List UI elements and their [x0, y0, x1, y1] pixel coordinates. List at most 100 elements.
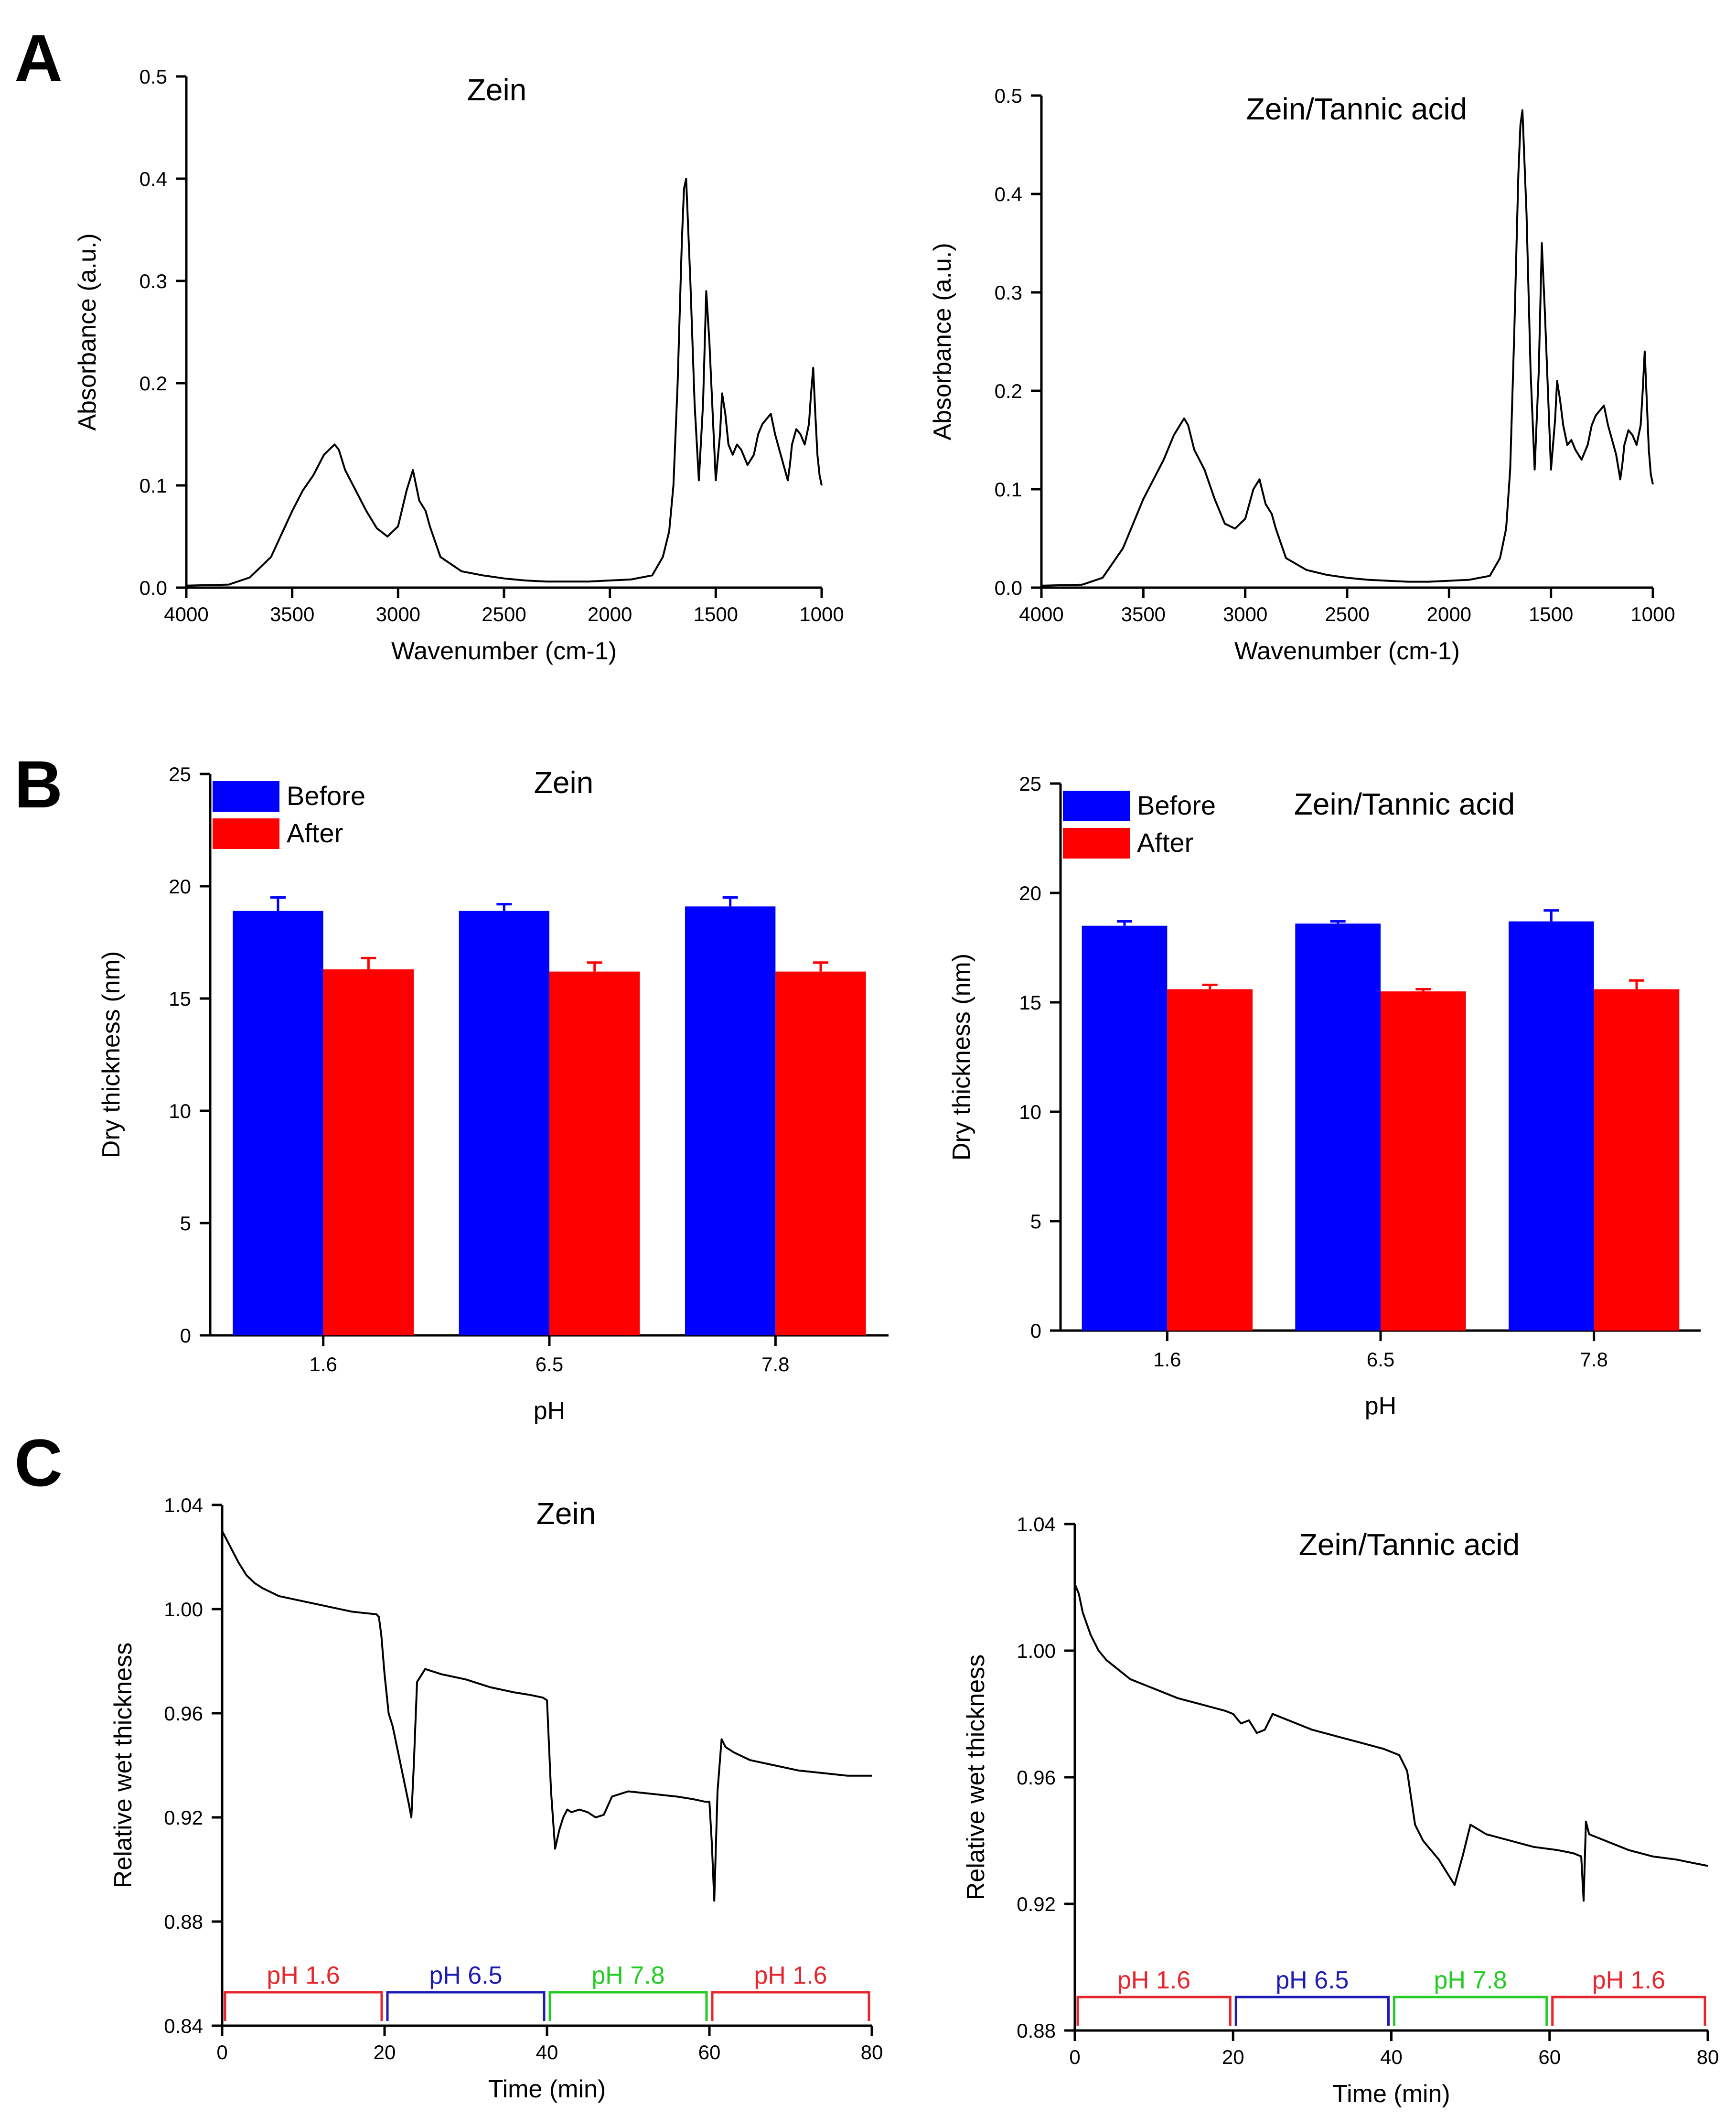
y-tick-label: 0 — [180, 1324, 191, 1347]
y-tick-label: 1.04 — [164, 1494, 203, 1516]
bar-after — [1167, 989, 1253, 1331]
x-tick-label: 3500 — [1121, 603, 1166, 625]
x-tick-label: 1500 — [1529, 603, 1573, 625]
legend-swatch-before — [213, 781, 279, 812]
x-tick-label: 2000 — [1427, 603, 1471, 625]
x-tick-label: 1.6 — [1153, 1348, 1181, 1371]
y-tick-label: 0.96 — [1017, 1766, 1056, 1789]
x-tick-label: 4000 — [1019, 603, 1063, 625]
bar-before — [1082, 925, 1168, 1331]
y-tick-label: 25 — [169, 763, 191, 785]
ph-interval-label: pH 7.8 — [1434, 1966, 1507, 1994]
chart-title: Zein/Tannic acid — [1246, 92, 1467, 126]
y-axis-label: Absorbance (a.u.) — [929, 243, 956, 440]
series-line — [1041, 109, 1654, 587]
y-tick-label: 20 — [1019, 882, 1041, 904]
y-tick-label: 0.4 — [995, 183, 1022, 205]
y-axis-label: Absorbance (a.u.) — [74, 233, 101, 430]
y-tick-label: 0.5 — [995, 85, 1022, 107]
chart-title: Zein — [534, 765, 594, 800]
x-axis-label: pH — [534, 1397, 565, 1425]
chart-title: Zein — [536, 1496, 596, 1531]
y-tick-label: 0.0 — [139, 577, 167, 599]
chart-c1-zein-wet-thickness: Zein 0.84 0.88 0.92 0.96 1.00 1.04 Relative wet… — [109, 1494, 883, 2103]
y-axis-label: Relative wet thickness — [109, 1643, 137, 1888]
x-axis-label: Wavenumber (cm-1) — [1234, 637, 1460, 665]
y-tick-label: 0.92 — [1017, 1893, 1056, 1915]
x-tick-label: 7.8 — [1580, 1348, 1607, 1371]
x-tick-label: 40 — [1380, 2046, 1403, 2068]
y-tick-label: 0.96 — [164, 1702, 203, 1725]
x-tick-label: 0 — [1069, 2046, 1080, 2068]
chart-a1-zein-ftir: Zein 0.0 0.1 0.2 0.3 0.4 0.5 Absorbance (a.u.) 4… — [74, 65, 844, 665]
y-axis-label: Dry thickness (nm) — [97, 951, 125, 1158]
y-tick-label: 5 — [1030, 1210, 1041, 1233]
panel-label-a: A — [14, 21, 63, 96]
x-tick-label: 0 — [216, 2041, 227, 2063]
y-tick-label: 0.88 — [164, 1911, 203, 1933]
x-tick-label: 3000 — [376, 603, 420, 625]
ph-interval-bracket — [386, 1991, 546, 2021]
x-axis-label: Wavenumber (cm-1) — [391, 637, 617, 665]
y-tick-label: 0.0 — [995, 577, 1022, 599]
bar-after — [775, 971, 866, 1335]
x-tick-label: 60 — [698, 2041, 721, 2063]
x-tick-label: 20 — [374, 2041, 396, 2063]
x-tick-label: 80 — [861, 2041, 883, 2063]
x-tick-label: 20 — [1222, 2046, 1244, 2068]
x-tick-label: 7.8 — [761, 1353, 789, 1375]
ph-interval-label: pH 6.5 — [1275, 1966, 1349, 1994]
y-tick-label: 0.84 — [164, 2015, 203, 2037]
y-tick-label: 0.4 — [139, 168, 167, 190]
x-axis-label: Time (min) — [488, 2075, 606, 2103]
x-tick-label: 2500 — [1325, 603, 1369, 625]
legend-label: Before — [287, 781, 365, 811]
ph-interval-bracket — [711, 1991, 870, 2021]
y-axis-label: Relative wet thickness — [962, 1654, 990, 1900]
series-line — [221, 1530, 872, 1902]
y-tick-label: 0.5 — [139, 65, 167, 88]
legend-label: Before — [1137, 790, 1216, 820]
y-tick-label: 0.1 — [995, 478, 1022, 501]
chart-title: Zein/Tannic acid — [1294, 787, 1515, 821]
ph-interval-bracket — [548, 1991, 708, 2021]
ph-interval-label: pH 7.8 — [591, 1962, 664, 1989]
panel-label-c: C — [14, 1425, 63, 1500]
x-tick-label: 1.6 — [309, 1353, 337, 1375]
x-tick-label: 1000 — [799, 603, 844, 625]
y-tick-label: 15 — [1019, 991, 1041, 1014]
x-tick-label: 2000 — [588, 603, 632, 625]
y-tick-label: 5 — [180, 1212, 191, 1235]
y-tick-label: 0.3 — [139, 270, 167, 292]
ph-interval-bracket — [1076, 1996, 1232, 2026]
y-tick-label: 15 — [169, 988, 191, 1010]
y-tick-label: 1.04 — [1017, 1513, 1056, 1536]
x-tick-label: 6.5 — [1367, 1348, 1394, 1371]
x-tick-label: 1500 — [694, 603, 738, 625]
series-line — [186, 178, 823, 587]
ph-interval-label: pH 1.6 — [267, 1962, 340, 1989]
ph-interval-bracket — [224, 1991, 383, 2021]
x-axis-label: pH — [1365, 1392, 1396, 1420]
bar-before — [685, 906, 776, 1335]
y-tick-label: 0.3 — [995, 281, 1022, 304]
chart-a2-zein-tannic-ftir: Zein/Tannic acid 0.0 0.1 0.2 0.3 0.4 0.5 Absorb… — [929, 85, 1675, 665]
y-tick-label: 25 — [1019, 773, 1041, 795]
chart-c2-zein-tannic-wet-thickness: Zein/Tannic acid 0.88 0.92 0.96 1.00 1.04 Rela… — [962, 1513, 1719, 2108]
y-axis-label: Dry thickness (nm) — [948, 954, 975, 1160]
chart-title: Zein — [467, 73, 527, 107]
bar-before — [1509, 921, 1594, 1331]
ph-interval-bracket — [1551, 1996, 1706, 2026]
x-tick-label: 3500 — [270, 603, 314, 625]
bar-after — [549, 971, 640, 1335]
bar-before — [233, 911, 323, 1335]
y-tick-label: 1.00 — [164, 1598, 203, 1621]
legend-swatch-before — [1063, 791, 1130, 821]
x-tick-label: 40 — [536, 2041, 558, 2063]
panel-label-b: B — [14, 747, 63, 822]
x-tick-label: 80 — [1697, 2046, 1719, 2068]
legend-swatch-after — [1063, 828, 1130, 859]
ph-interval-label: pH 1.6 — [754, 1962, 827, 1989]
y-tick-label: 0.88 — [1017, 2019, 1056, 2042]
